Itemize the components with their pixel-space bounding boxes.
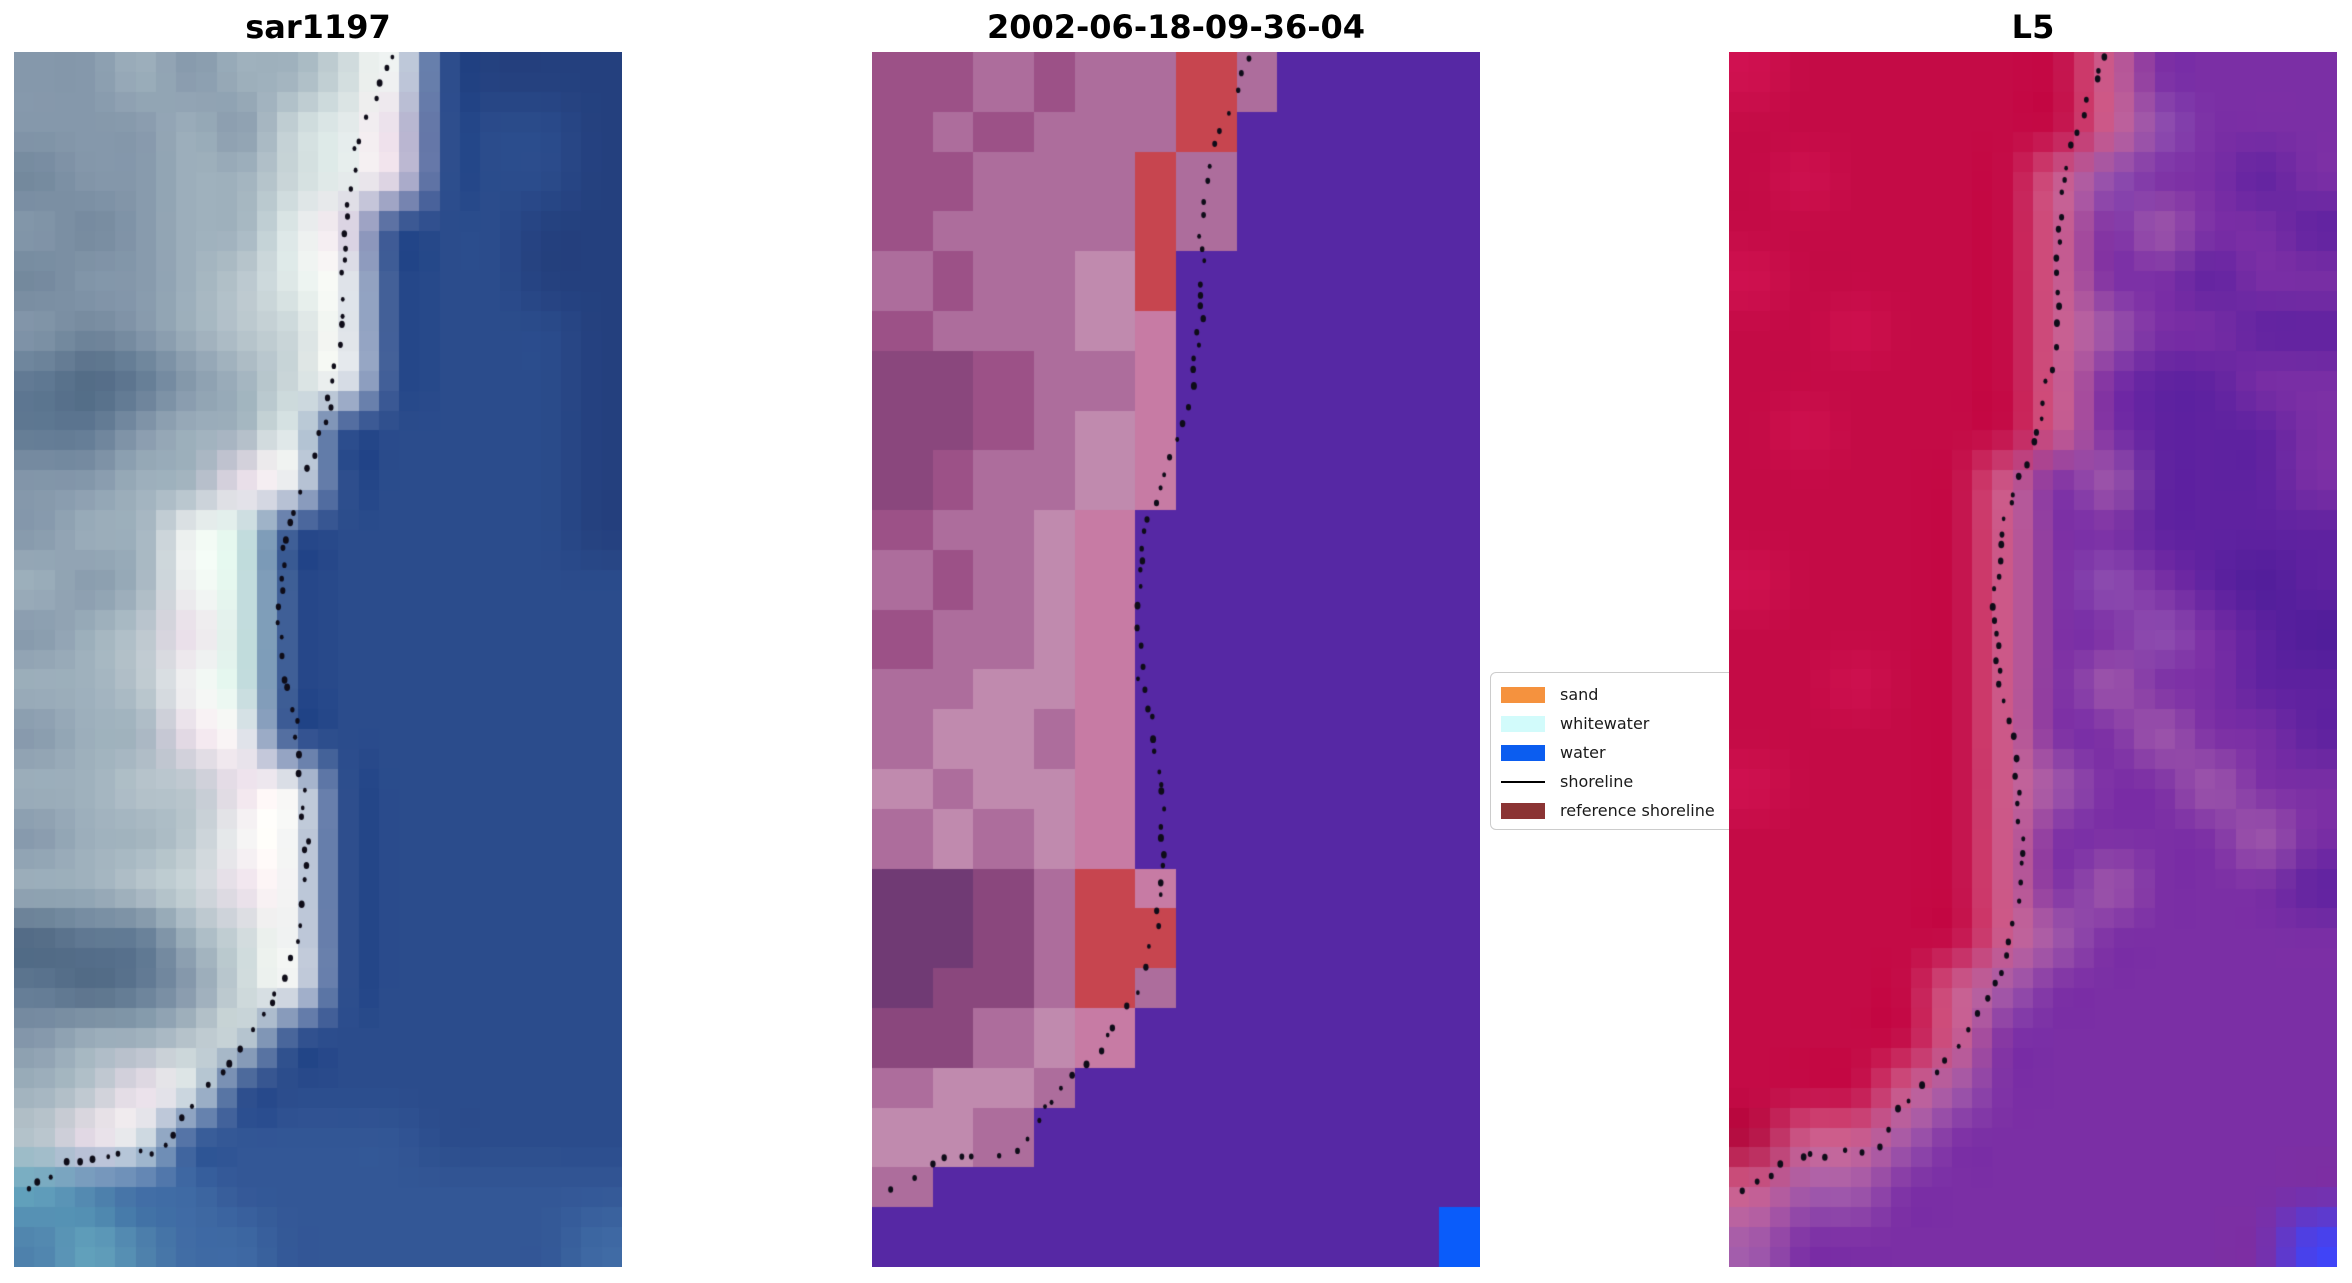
classification-image xyxy=(872,52,1480,1267)
panel-title-l5: L5 xyxy=(2011,8,2055,46)
panel-classification xyxy=(872,52,1480,1267)
panel-title-sar1197: sar1197 xyxy=(245,8,391,46)
shoreline-line-swatch xyxy=(1501,780,1545,783)
legend-label-whitewater: whitewater xyxy=(1560,714,1650,733)
sar1197-image xyxy=(14,52,622,1267)
legend-item-sand: sand xyxy=(1501,680,1751,709)
legend-item-shoreline: shoreline xyxy=(1501,767,1751,796)
whitewater-swatch xyxy=(1501,715,1545,732)
panel-title-date: 2002-06-18-09-36-04 xyxy=(986,8,1366,46)
l5-image xyxy=(1729,52,2337,1267)
panel-l5 xyxy=(1729,52,2337,1267)
legend-label-reference-shoreline: reference shoreline xyxy=(1560,801,1715,820)
water-swatch xyxy=(1501,744,1545,761)
legend-label-shoreline: shoreline xyxy=(1560,772,1634,791)
panel-sar1197 xyxy=(14,52,622,1267)
legend: sand whitewater water shoreline referenc… xyxy=(1490,672,1762,830)
legend-item-reference-shoreline: reference shoreline xyxy=(1501,796,1751,825)
legend-item-water: water xyxy=(1501,738,1751,767)
legend-label-sand: sand xyxy=(1560,685,1599,704)
sand-swatch xyxy=(1501,686,1545,703)
legend-item-whitewater: whitewater xyxy=(1501,709,1751,738)
legend-label-water: water xyxy=(1560,743,1606,762)
reference-shoreline-swatch xyxy=(1501,802,1545,819)
